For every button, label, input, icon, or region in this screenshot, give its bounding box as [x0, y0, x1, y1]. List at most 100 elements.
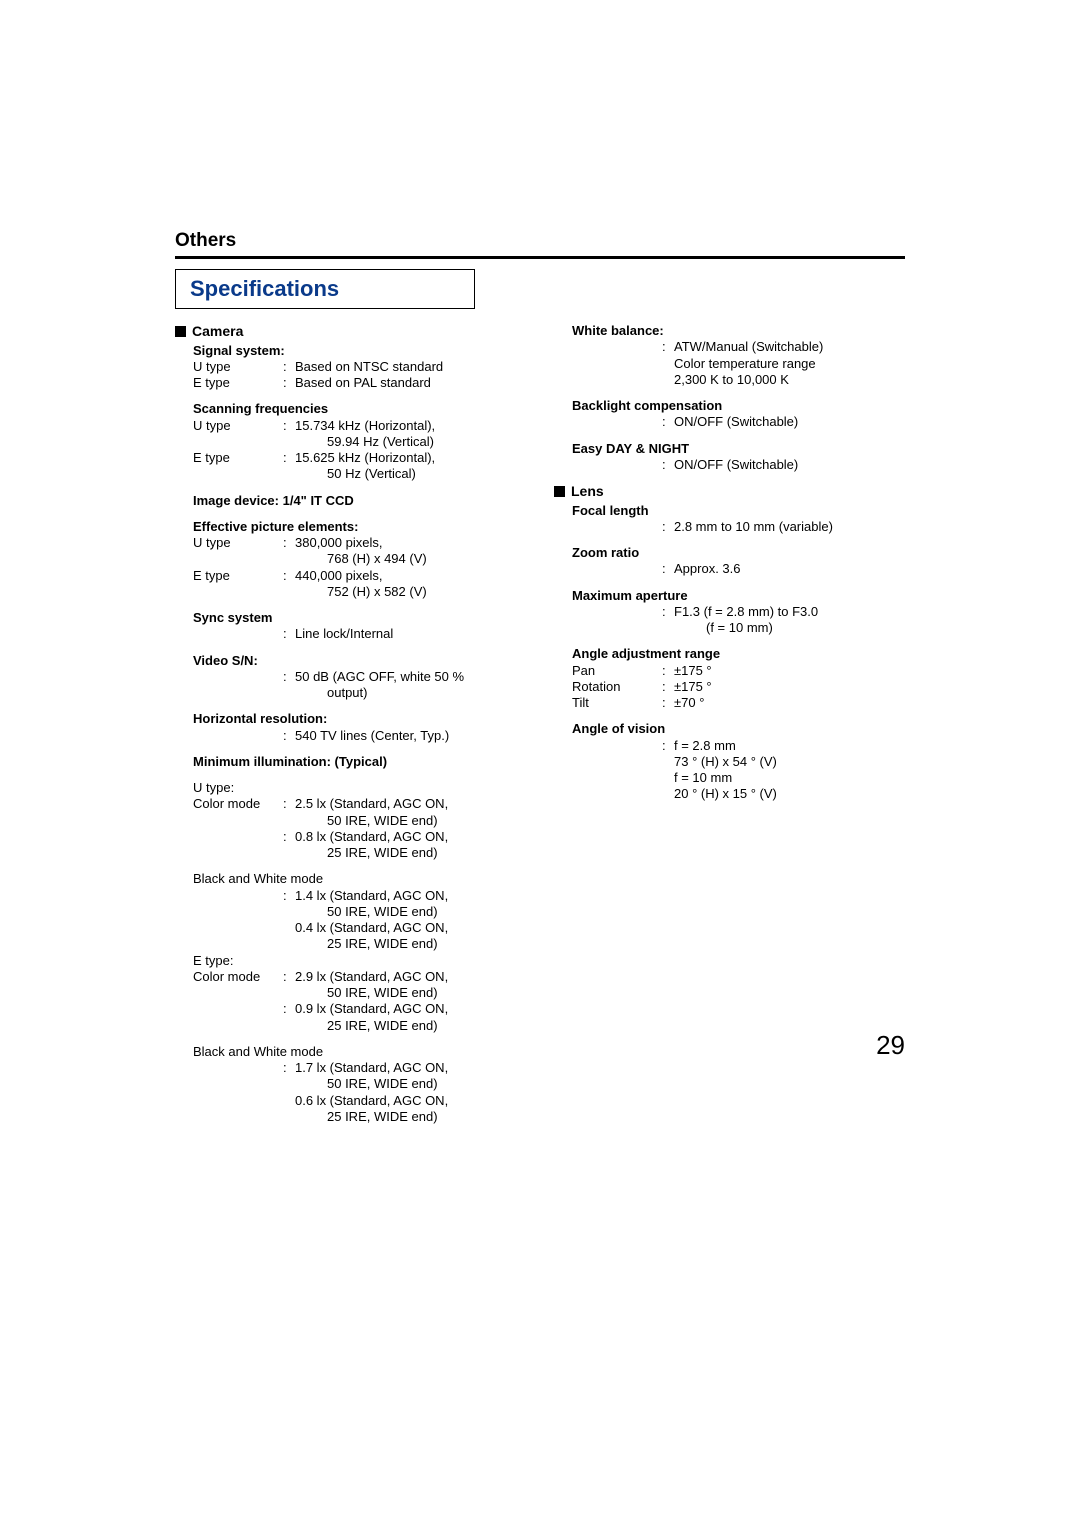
mi-e-ck: Color mode [193, 969, 283, 985]
hres-label: Horizontal resolution: [193, 711, 526, 727]
effective: Effective picture elements: U type:380,0… [175, 519, 526, 600]
zoom-label: Zoom ratio [572, 545, 905, 561]
lens-heading: Lens [554, 483, 905, 501]
wb-v1: ATW/Manual (Switchable) [674, 339, 905, 355]
aa-tilt-k: Tilt [572, 695, 662, 711]
sn: Video S/N: :50 dB (AGC OFF, white 50 % o… [175, 653, 526, 702]
mi-u-c1: 2.5 lx (Standard, AGC ON, [295, 796, 526, 812]
sync-label: Sync system [193, 610, 526, 626]
image-device: Image device: 1/4" IT CCD [175, 493, 526, 509]
ss-e-v: Based on PAL standard [295, 375, 526, 391]
mi-e-bw2b: 25 IRE, WIDE end) [193, 1109, 526, 1125]
mi-label: Minimum illumination: (Typical) [193, 754, 526, 770]
aa-label: Angle adjustment range [572, 646, 905, 662]
signal-system: Signal system: U type:Based on NTSC stan… [175, 343, 526, 392]
eff-e-v1: 440,000 pixels, [295, 568, 526, 584]
mi-u-bw2b: 25 IRE, WIDE end) [193, 936, 526, 952]
av-label: Angle of vision [572, 721, 905, 737]
easy-v: ON/OFF (Switchable) [674, 457, 905, 473]
eff-e-v2: 752 (H) x 582 (V) [193, 584, 526, 600]
eff-u-k: U type [193, 535, 283, 551]
av-v3: f = 10 mm [572, 770, 905, 786]
focal: Focal length :2.8 mm to 10 mm (variable) [554, 503, 905, 536]
mi-e-c2: 0.9 lx (Standard, AGC ON, [295, 1001, 526, 1017]
page-number: 29 [876, 1030, 905, 1061]
eff-e-k: E type [193, 568, 283, 584]
mi-e-bw2: 0.6 lx (Standard, AGC ON, [193, 1093, 526, 1109]
sn-v2: output) [193, 685, 526, 701]
mi-utype: U type: [193, 780, 526, 796]
mi-e-c2b: 25 IRE, WIDE end) [193, 1018, 526, 1034]
mi-u-bw1: 1.4 lx (Standard, AGC ON, [295, 888, 526, 904]
mi-etype: E type: [193, 953, 526, 969]
easy: Easy DAY & NIGHT :ON/OFF (Switchable) [554, 441, 905, 474]
square-icon [175, 326, 186, 337]
mi-u-c1b: 50 IRE, WIDE end) [193, 813, 526, 829]
mi-e-bw1b: 50 IRE, WIDE end) [193, 1076, 526, 1092]
sf-e-v1: 15.625 kHz (Horizontal), [295, 450, 526, 466]
mi-e-c1b: 50 IRE, WIDE end) [193, 985, 526, 1001]
mi-u-bwh: Black and White mode [193, 871, 526, 887]
left-column: Camera Signal system: U type:Based on NT… [175, 323, 526, 1135]
maxap-v1: F1.3 (f = 2.8 mm) to F3.0 [674, 604, 905, 620]
eff-u-v1: 380,000 pixels, [295, 535, 526, 551]
blc: Backlight compensation :ON/OFF (Switchab… [554, 398, 905, 431]
aa-pan-v: ±175 ° [674, 663, 905, 679]
lens-heading-text: Lens [571, 483, 604, 501]
hres-v: 540 TV lines (Center, Typ.) [295, 728, 526, 744]
sf-e-k: E type [193, 450, 283, 466]
mi-e-c1: 2.9 lx (Standard, AGC ON, [295, 969, 526, 985]
camera-heading: Camera [175, 323, 526, 341]
maxap-label: Maximum aperture [572, 588, 905, 604]
aa-tilt-v: ±70 ° [674, 695, 905, 711]
ss-u-v: Based on NTSC standard [295, 359, 526, 375]
sync-v: Line lock/Internal [295, 626, 526, 642]
spec-page: Others Specifications Camera Signal syst… [175, 230, 905, 1135]
sync: Sync system :Line lock/Internal [175, 610, 526, 643]
focal-label: Focal length [572, 503, 905, 519]
columns: Camera Signal system: U type:Based on NT… [175, 323, 905, 1135]
ss-e-k: E type [193, 375, 283, 391]
zoom: Zoom ratio :Approx. 3.6 [554, 545, 905, 578]
wb-v2: Color temperature range [572, 356, 905, 372]
mi-u-bw1b: 50 IRE, WIDE end) [193, 904, 526, 920]
angle-adj: Angle adjustment range Pan:±175 ° Rotati… [554, 646, 905, 711]
sn-label: Video S/N: [193, 653, 526, 669]
av-v1: f = 2.8 mm [674, 738, 905, 754]
title-box: Specifications [175, 269, 475, 309]
divider [175, 256, 905, 259]
mi-u-c2: 0.8 lx (Standard, AGC ON, [295, 829, 526, 845]
mi-u-ck: Color mode [193, 796, 283, 812]
focal-v: 2.8 mm to 10 mm (variable) [674, 519, 905, 535]
av-v4: 20 ° (H) x 15 ° (V) [572, 786, 905, 802]
hres: Horizontal resolution: :540 TV lines (Ce… [175, 711, 526, 744]
sf-u-v2: 59.94 Hz (Vertical) [193, 434, 526, 450]
ss-u-k: U type [193, 359, 283, 375]
maxap: Maximum aperture :F1.3 (f = 2.8 mm) to F… [554, 588, 905, 637]
sf-label: Scanning frequencies [193, 401, 526, 417]
page-title: Specifications [190, 276, 339, 301]
maxap-v2: (f = 10 mm) [572, 620, 905, 636]
signal-label: Signal system: [193, 343, 526, 359]
sn-v1: 50 dB (AGC OFF, white 50 % [295, 669, 526, 685]
wb-label: White balance: [572, 323, 905, 339]
eff-u-v2: 768 (H) x 494 (V) [193, 551, 526, 567]
av-v2: 73 ° (H) x 54 ° (V) [572, 754, 905, 770]
min-illum: Minimum illumination: (Typical) U type: … [175, 754, 526, 1125]
scan-freq: Scanning frequencies U type:15.734 kHz (… [175, 401, 526, 482]
mi-e-bwh: Black and White mode [193, 1044, 526, 1060]
section-header: Others [175, 230, 905, 252]
sf-u-k: U type [193, 418, 283, 434]
eff-label: Effective picture elements: [193, 519, 526, 535]
angle-vis: Angle of vision :f = 2.8 mm 73 ° (H) x 5… [554, 721, 905, 802]
easy-label: Easy DAY & NIGHT [572, 441, 905, 457]
aa-pan-k: Pan [572, 663, 662, 679]
wb: White balance: :ATW/Manual (Switchable) … [554, 323, 905, 388]
blc-v: ON/OFF (Switchable) [674, 414, 905, 430]
wb-v3: 2,300 K to 10,000 K [572, 372, 905, 388]
sf-u-v1: 15.734 kHz (Horizontal), [295, 418, 526, 434]
zoom-v: Approx. 3.6 [674, 561, 905, 577]
mi-u-bw2: 0.4 lx (Standard, AGC ON, [193, 920, 526, 936]
blc-label: Backlight compensation [572, 398, 905, 414]
aa-rot-v: ±175 ° [674, 679, 905, 695]
